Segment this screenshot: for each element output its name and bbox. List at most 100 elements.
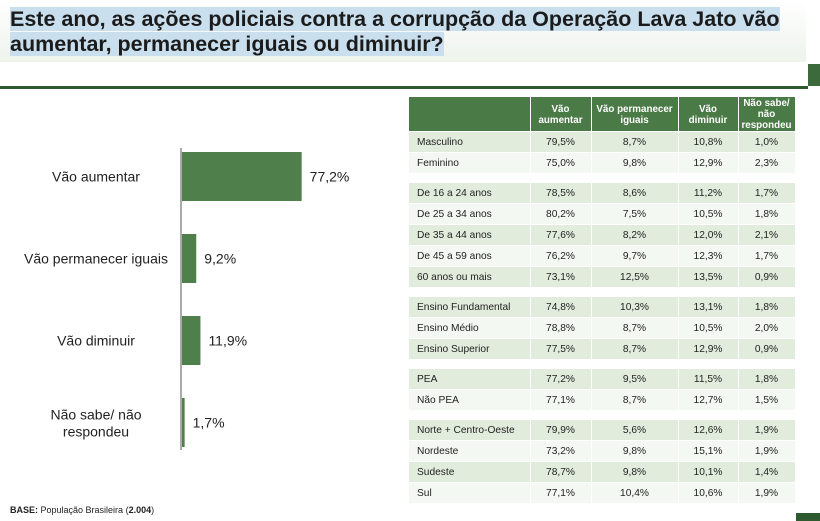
table-cell: 11,5% [678, 369, 739, 390]
base-note-n: 2.004 [128, 505, 152, 515]
table-cell: 10,8% [678, 131, 739, 153]
table-row: PEA 77,2% 9,5% 11,5% 1,8% [409, 369, 796, 390]
table-cell: 0,9% [738, 266, 796, 288]
table-cell: 2,3% [738, 152, 796, 174]
table-row: Ensino Fundamental 74,8% 10,3% 13,1% 1,8% [409, 297, 796, 318]
crosstab-table: Vão aumentar Vão permanecer iguais Vão d… [409, 97, 796, 504]
table-cell: 9,8% [591, 440, 679, 462]
corner-decoration-bottom [796, 513, 820, 521]
base-note-text: População Brasileira ( [38, 505, 129, 515]
table-cell: 12,7% [678, 389, 739, 411]
table-cell: 10,1% [678, 461, 739, 483]
table-cell: 1,7% [738, 183, 796, 204]
table-cell: 1,5% [738, 389, 796, 411]
table-row-label: Sudeste [409, 461, 531, 483]
table-cell: 12,0% [678, 224, 739, 246]
table-header-diminuir: Vão diminuir [678, 97, 739, 132]
table-gap-cell [409, 173, 795, 183]
table-cell: 74,8% [530, 297, 592, 318]
table-cell: 78,5% [530, 183, 592, 204]
table-header-aumentar: Vão aumentar [530, 97, 592, 132]
table-row-label: Ensino Superior [409, 338, 531, 360]
table-cell: 13,1% [678, 297, 739, 318]
table-cell: 8,7% [591, 131, 679, 153]
table-cell: 78,7% [530, 461, 592, 483]
table-cell: 1,9% [738, 420, 796, 441]
table-header-row: Vão aumentar Vão permanecer iguais Vão d… [409, 97, 796, 132]
table-cell: 73,1% [530, 266, 592, 288]
table-row: Masculino 79,5% 8,7% 10,8% 1,0% [409, 131, 796, 153]
table-cell: 78,8% [530, 317, 592, 339]
category-label: Vão permanecer iguais [24, 251, 168, 267]
value-label: 11,9% [208, 333, 247, 349]
table-cell: 10,4% [591, 482, 679, 504]
table-cell: 12,9% [678, 152, 739, 174]
table-row-label: 60 anos ou mais [409, 266, 531, 288]
table-cell: 13,5% [678, 266, 739, 288]
value-label: 9,2% [204, 251, 236, 267]
category-label: Vão diminuir [57, 333, 135, 349]
table-row: 60 anos ou mais 73,1% 12,5% 13,5% 0,9% [409, 266, 796, 288]
table-cell: 75,0% [530, 152, 592, 174]
table-row-label: Masculino [409, 131, 531, 153]
table-row-label: Feminino [409, 152, 531, 174]
table-row-label: Não PEA [409, 389, 531, 411]
table-cell: 1,9% [738, 440, 796, 462]
bar-chart: Vão aumentar 77,2% Vão permanecer iguais 9,… [24, 148, 350, 450]
table-cell: 8,7% [591, 317, 679, 339]
table-cell: 76,2% [530, 245, 592, 267]
table-cell: 12,5% [591, 266, 679, 288]
table-row: De 35 a 44 anos 77,6% 8,2% 12,0% 2,1% [409, 224, 796, 246]
table-cell: 1,7% [738, 245, 796, 267]
table-row: Feminino 75,0% 9,8% 12,9% 2,3% [409, 152, 796, 174]
table-cell: 9,7% [591, 245, 679, 267]
table-cell: 79,9% [530, 420, 592, 441]
table-row-label: De 35 a 44 anos [409, 224, 531, 246]
table-cell: 9,5% [591, 369, 679, 390]
table-cell: 80,2% [530, 203, 592, 225]
page-title: Este ano, as ações policiais contra a co… [10, 7, 800, 57]
table-cell: 77,1% [530, 389, 592, 411]
table-cell: 2,1% [738, 224, 796, 246]
category-label: Não sabe/ não respondeu [50, 407, 141, 440]
table-cell: 1,8% [738, 297, 796, 318]
table-cell: 77,1% [530, 482, 592, 504]
table-header-permanecer: Vão permanecer iguais [591, 97, 679, 132]
value-label: 1,7% [193, 415, 225, 431]
table-cell: 9,8% [591, 152, 679, 174]
table-cell: 11,2% [678, 183, 739, 204]
table-cell: 15,1% [678, 440, 739, 462]
table-cell: 10,3% [591, 297, 679, 318]
table-cell: 77,5% [530, 338, 592, 360]
table-cell: 8,7% [591, 389, 679, 411]
table-row-label: Ensino Médio [409, 317, 531, 339]
table-row-label: Norte + Centro-Oeste [409, 420, 531, 441]
table-group-gap [409, 410, 795, 420]
bar-3 [182, 398, 185, 447]
value-label: 77,2% [310, 169, 350, 185]
table-group-gap [409, 359, 795, 369]
table-cell: 2,0% [738, 317, 796, 339]
table-row-label: PEA [409, 369, 531, 390]
table-cell: 12,3% [678, 245, 739, 267]
table-header-nao-sabe: Não sabe/ não respondeu [738, 97, 796, 132]
table-row-label: De 16 a 24 anos [409, 183, 531, 204]
bar-0 [182, 152, 302, 201]
table-gap-cell [409, 287, 795, 297]
table-cell: 79,5% [530, 131, 592, 153]
table-cell: 8,6% [591, 183, 679, 204]
table-cell: 77,6% [530, 224, 592, 246]
bar-2 [182, 316, 201, 365]
base-note: BASE: População Brasileira (2.004) [10, 505, 154, 515]
table-row: Sul 77,1% 10,4% 10,6% 1,9% [409, 482, 796, 504]
corner-decoration [808, 64, 820, 86]
table-cell: 73,2% [530, 440, 592, 462]
table-row: Norte + Centro-Oeste 79,9% 5,6% 12,6% 1,9% [409, 420, 796, 441]
table-row-label: De 25 a 34 anos [409, 203, 531, 225]
table-row: De 16 a 24 anos 78,5% 8,6% 11,2% 1,7% [409, 183, 796, 204]
table-cell: 5,6% [591, 420, 679, 441]
table-row: Sudeste 78,7% 9,8% 10,1% 1,4% [409, 461, 796, 483]
header-divider [0, 86, 808, 89]
table-header-blank [409, 97, 531, 132]
table-row-label: Nordeste [409, 440, 531, 462]
